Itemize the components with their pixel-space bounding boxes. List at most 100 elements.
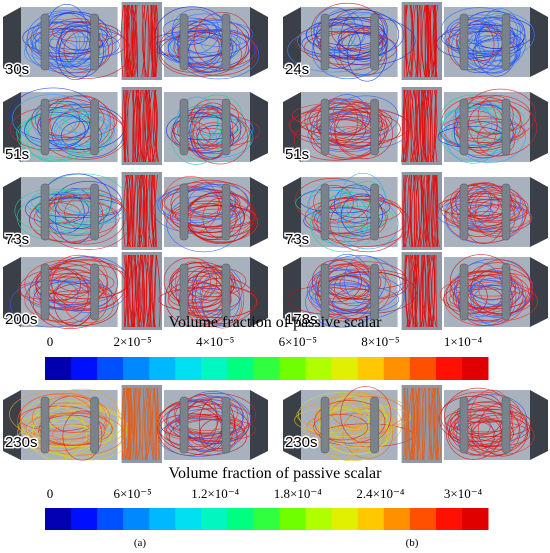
streamline (24, 259, 109, 310)
streamline (403, 174, 407, 248)
streamline (434, 89, 438, 163)
colorbar-segment (409, 508, 437, 530)
streamline (149, 254, 152, 328)
colorbar-tick-label: 8×10⁻⁵ (361, 334, 399, 349)
streamline (146, 387, 152, 461)
pipe (320, 98, 330, 156)
streamline (26, 192, 102, 217)
streamline (425, 174, 430, 248)
pipe (179, 396, 189, 454)
streamline (175, 261, 211, 303)
colorbar-segment (331, 357, 359, 380)
streamline (35, 197, 123, 219)
streamline (422, 387, 427, 461)
streamline (469, 185, 521, 219)
colorbar-segment (45, 508, 72, 530)
streamline (193, 94, 243, 139)
streamline (403, 387, 407, 461)
colorbar-segment (227, 508, 254, 530)
streamline (431, 89, 438, 163)
colorbar-segment (253, 357, 281, 380)
streamline (444, 408, 524, 433)
streamline (149, 31, 231, 59)
streamline (59, 25, 104, 78)
pipe (501, 98, 511, 156)
simulation-panel: 73s (283, 172, 548, 253)
streamline (121, 387, 125, 461)
pipe (179, 183, 189, 241)
streamline (409, 4, 414, 78)
streamline (423, 254, 427, 328)
streamline (410, 174, 413, 248)
streamline (33, 281, 113, 305)
streamline (426, 254, 430, 328)
streamline (453, 405, 520, 453)
streamline (470, 269, 517, 326)
streamline (311, 259, 362, 303)
streamline (472, 283, 526, 319)
pipe (501, 13, 511, 71)
streamline (133, 254, 136, 328)
simulation-panel: 24s (283, 2, 548, 82)
streamline (430, 387, 435, 461)
streamline (433, 387, 438, 461)
streamline (445, 270, 524, 322)
streamline (139, 174, 144, 248)
streamline (431, 4, 438, 78)
streamline (475, 19, 518, 77)
streamline (469, 186, 527, 237)
streamline (457, 394, 528, 446)
colorbar-segment (461, 357, 489, 380)
streamline (453, 103, 514, 159)
streamline (429, 387, 434, 461)
pipe (90, 98, 99, 156)
streamline (431, 174, 436, 248)
streamline (54, 114, 115, 148)
pipe (320, 13, 330, 71)
streamline (477, 122, 516, 157)
streamline (125, 254, 129, 328)
colorbar-tick-label: 1.2×10⁻⁴ (191, 486, 239, 501)
streamline (153, 387, 156, 461)
tank-end (283, 7, 301, 77)
streamline (137, 89, 142, 163)
streamline (456, 402, 512, 424)
streamline (173, 395, 238, 432)
pipe (90, 183, 99, 241)
streamline (127, 4, 133, 78)
streamline (474, 199, 516, 238)
tank-end (3, 390, 21, 460)
streamline (127, 174, 132, 248)
streamline (315, 274, 405, 320)
streamline (151, 174, 156, 248)
streamline (132, 4, 137, 78)
pipe (40, 13, 50, 71)
streamline (142, 4, 145, 78)
streamline (405, 4, 408, 78)
streamline (151, 89, 155, 163)
streamline (147, 4, 150, 78)
streamline (421, 387, 424, 461)
streamline (407, 174, 411, 248)
streamline (55, 108, 112, 134)
streamline (419, 254, 423, 328)
streamline (123, 254, 127, 328)
streamline (134, 387, 137, 461)
simulation-panel: 178s (283, 252, 548, 330)
pipe (40, 98, 50, 156)
streamline (337, 25, 388, 53)
streamline (427, 254, 431, 328)
streamline (150, 174, 154, 248)
streamline (143, 254, 148, 328)
pipe (501, 396, 511, 454)
colorbar-segment (201, 508, 228, 530)
colorbar-segment (149, 508, 176, 530)
streamline (136, 387, 141, 461)
streamline (152, 254, 157, 328)
streamline (145, 254, 150, 328)
tank-end (3, 177, 21, 247)
streamline (456, 204, 532, 234)
streamline (134, 174, 139, 248)
pipe (320, 263, 330, 321)
streamline (137, 387, 141, 461)
